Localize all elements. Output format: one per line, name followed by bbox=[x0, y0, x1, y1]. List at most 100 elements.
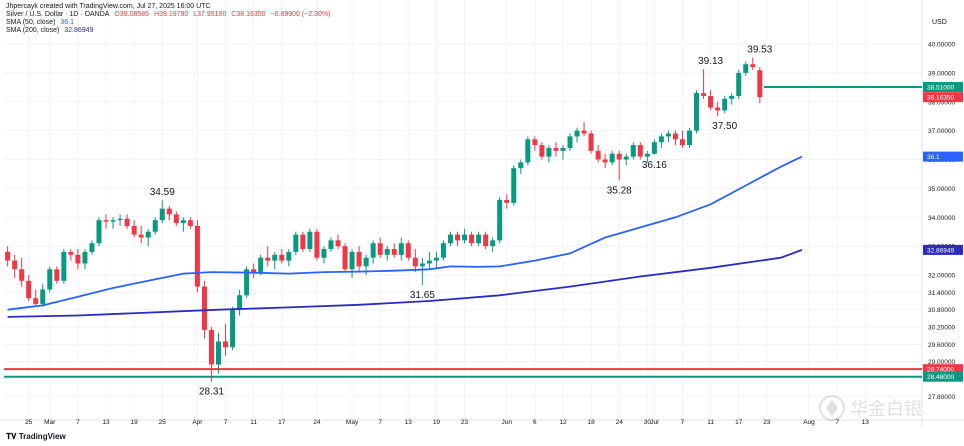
time-tick-label: 7 bbox=[835, 419, 839, 426]
candle-down bbox=[19, 269, 25, 281]
candle-up bbox=[47, 269, 53, 290]
price-tick-label: 40.00000 bbox=[928, 42, 955, 49]
tradingview-logo[interactable]: 𝐓𝐕 TradingView bbox=[6, 432, 66, 442]
green-line-tag-bg bbox=[923, 371, 963, 382]
sma50-label: SMA (50, close) bbox=[6, 19, 56, 26]
candle-down bbox=[138, 234, 144, 238]
candle-up bbox=[665, 133, 671, 137]
candle-down bbox=[201, 286, 207, 330]
candle-up bbox=[658, 136, 664, 143]
candle-down bbox=[616, 153, 622, 160]
candle-down bbox=[588, 133, 594, 151]
candle-up bbox=[349, 251, 355, 270]
last-price-tag-tag-bg bbox=[923, 92, 963, 103]
candle-up bbox=[307, 231, 313, 250]
price-annotation: 35.28 bbox=[607, 185, 632, 196]
candle-up bbox=[398, 243, 404, 255]
candle-down bbox=[581, 130, 587, 134]
time-tick-label: 17 bbox=[735, 419, 743, 426]
red-line-tag-bg bbox=[923, 364, 963, 375]
time-tick-label: 13 bbox=[405, 419, 413, 426]
candle-up bbox=[651, 142, 657, 154]
candle-down bbox=[553, 147, 559, 151]
watermark-logo: 华金白银 bbox=[819, 395, 922, 421]
time-tick-label: 25 bbox=[25, 419, 33, 426]
candle-up bbox=[258, 257, 264, 273]
price-annotations: 34.59 28.31 31.65 35.28 36.16 39.13 37.50 39.53 bbox=[150, 45, 773, 398]
time-tick-label: 12 bbox=[559, 419, 567, 426]
candle-up bbox=[117, 218, 123, 221]
candle-up bbox=[630, 145, 636, 157]
time-tick-label: 13 bbox=[862, 419, 870, 426]
candle-up bbox=[159, 208, 165, 221]
candle-down bbox=[455, 234, 461, 241]
candle-down bbox=[131, 225, 137, 235]
candle-down bbox=[602, 159, 608, 163]
candle-up bbox=[152, 220, 158, 232]
price-tick-label: 32.00000 bbox=[928, 273, 955, 280]
candles bbox=[5, 57, 763, 382]
candle-up bbox=[623, 156, 629, 160]
last-price-tag-tag-label: 38.16350 bbox=[927, 95, 954, 102]
watermark-mark bbox=[826, 400, 838, 416]
price-tick-label: 38.00000 bbox=[928, 99, 955, 106]
candle-down bbox=[701, 93, 707, 96]
time-tick-label: Apr bbox=[192, 419, 203, 426]
time-tick-label: May bbox=[346, 419, 359, 426]
moving-averages bbox=[7, 155, 803, 318]
candle-down bbox=[715, 107, 721, 111]
price-tick-label: 39.00000 bbox=[928, 70, 955, 77]
price-tick-label: 30.20000 bbox=[928, 325, 955, 332]
candle-up bbox=[426, 260, 432, 264]
candle-down bbox=[75, 254, 81, 264]
candle-up bbox=[230, 309, 236, 348]
price-tick-label: 29.00000 bbox=[928, 359, 955, 366]
time-tick-label: 13 bbox=[102, 419, 110, 426]
resistance-line-top-tag-label: 38.51000 bbox=[927, 85, 954, 92]
time-tick-label: 7 bbox=[681, 419, 685, 426]
sma200-legend[interactable]: SMA (200, close) 32.86949 bbox=[6, 27, 96, 35]
candle-up bbox=[293, 234, 299, 252]
sma200-label: SMA (200, close) bbox=[6, 27, 60, 34]
candle-up bbox=[687, 130, 693, 146]
time-tick-label: 19 bbox=[131, 419, 139, 426]
candle-down bbox=[194, 225, 200, 287]
horizontal-lines bbox=[4, 86, 922, 378]
candle-up bbox=[89, 243, 95, 252]
candle-up bbox=[40, 289, 46, 304]
candle-down bbox=[314, 231, 320, 258]
candle-down bbox=[539, 145, 545, 157]
candle-down bbox=[412, 257, 418, 267]
watermark-text: 华金白银 bbox=[850, 399, 922, 420]
candle-down bbox=[679, 139, 685, 146]
candle-down bbox=[279, 254, 285, 261]
candle-down bbox=[637, 145, 643, 157]
candle-down bbox=[187, 220, 193, 226]
candle-up bbox=[743, 64, 749, 73]
candle-up bbox=[237, 295, 243, 310]
tradingview-logo-icon: 𝐓𝐕 bbox=[6, 432, 19, 441]
price-annotation: 39.53 bbox=[747, 45, 772, 56]
time-axis[interactable]: 25 Mar 7 13 19 25 Apr 7 11 17 24 May 7 13 19 23 Jun 6 12 18… bbox=[25, 419, 869, 426]
ohlc-open: O39.08585 bbox=[114, 11, 150, 18]
sma50-legend[interactable]: SMA (50, close) 36.1 bbox=[6, 19, 77, 27]
candle-up bbox=[609, 153, 615, 163]
candle-up bbox=[96, 220, 102, 244]
time-tick-label: 18 bbox=[587, 419, 595, 426]
candle-up bbox=[61, 251, 67, 281]
time-tick-label: 30 bbox=[644, 419, 652, 426]
price-annotation: 36.16 bbox=[642, 160, 667, 171]
candle-down bbox=[377, 243, 383, 255]
symbol-legend[interactable]: Silver / U.S. Dollar · 1D · OANDA O39.08… bbox=[6, 11, 333, 19]
price-tick-label: 27.80000 bbox=[928, 394, 955, 401]
candle-up bbox=[180, 220, 186, 224]
sma50-value: 36.1 bbox=[60, 19, 74, 26]
sma200-value: 32.86949 bbox=[64, 27, 94, 34]
candle-down bbox=[335, 240, 341, 247]
candle-up bbox=[419, 263, 425, 267]
attribution-text: Jhpercayk created with TradingView.com, … bbox=[6, 3, 211, 10]
candle-down bbox=[356, 251, 362, 267]
sma200-tag-tag-label: 32.86949 bbox=[927, 247, 954, 254]
price-axis[interactable]: 40.0000039.0000038.0000037.0000036.00000… bbox=[923, 42, 963, 401]
